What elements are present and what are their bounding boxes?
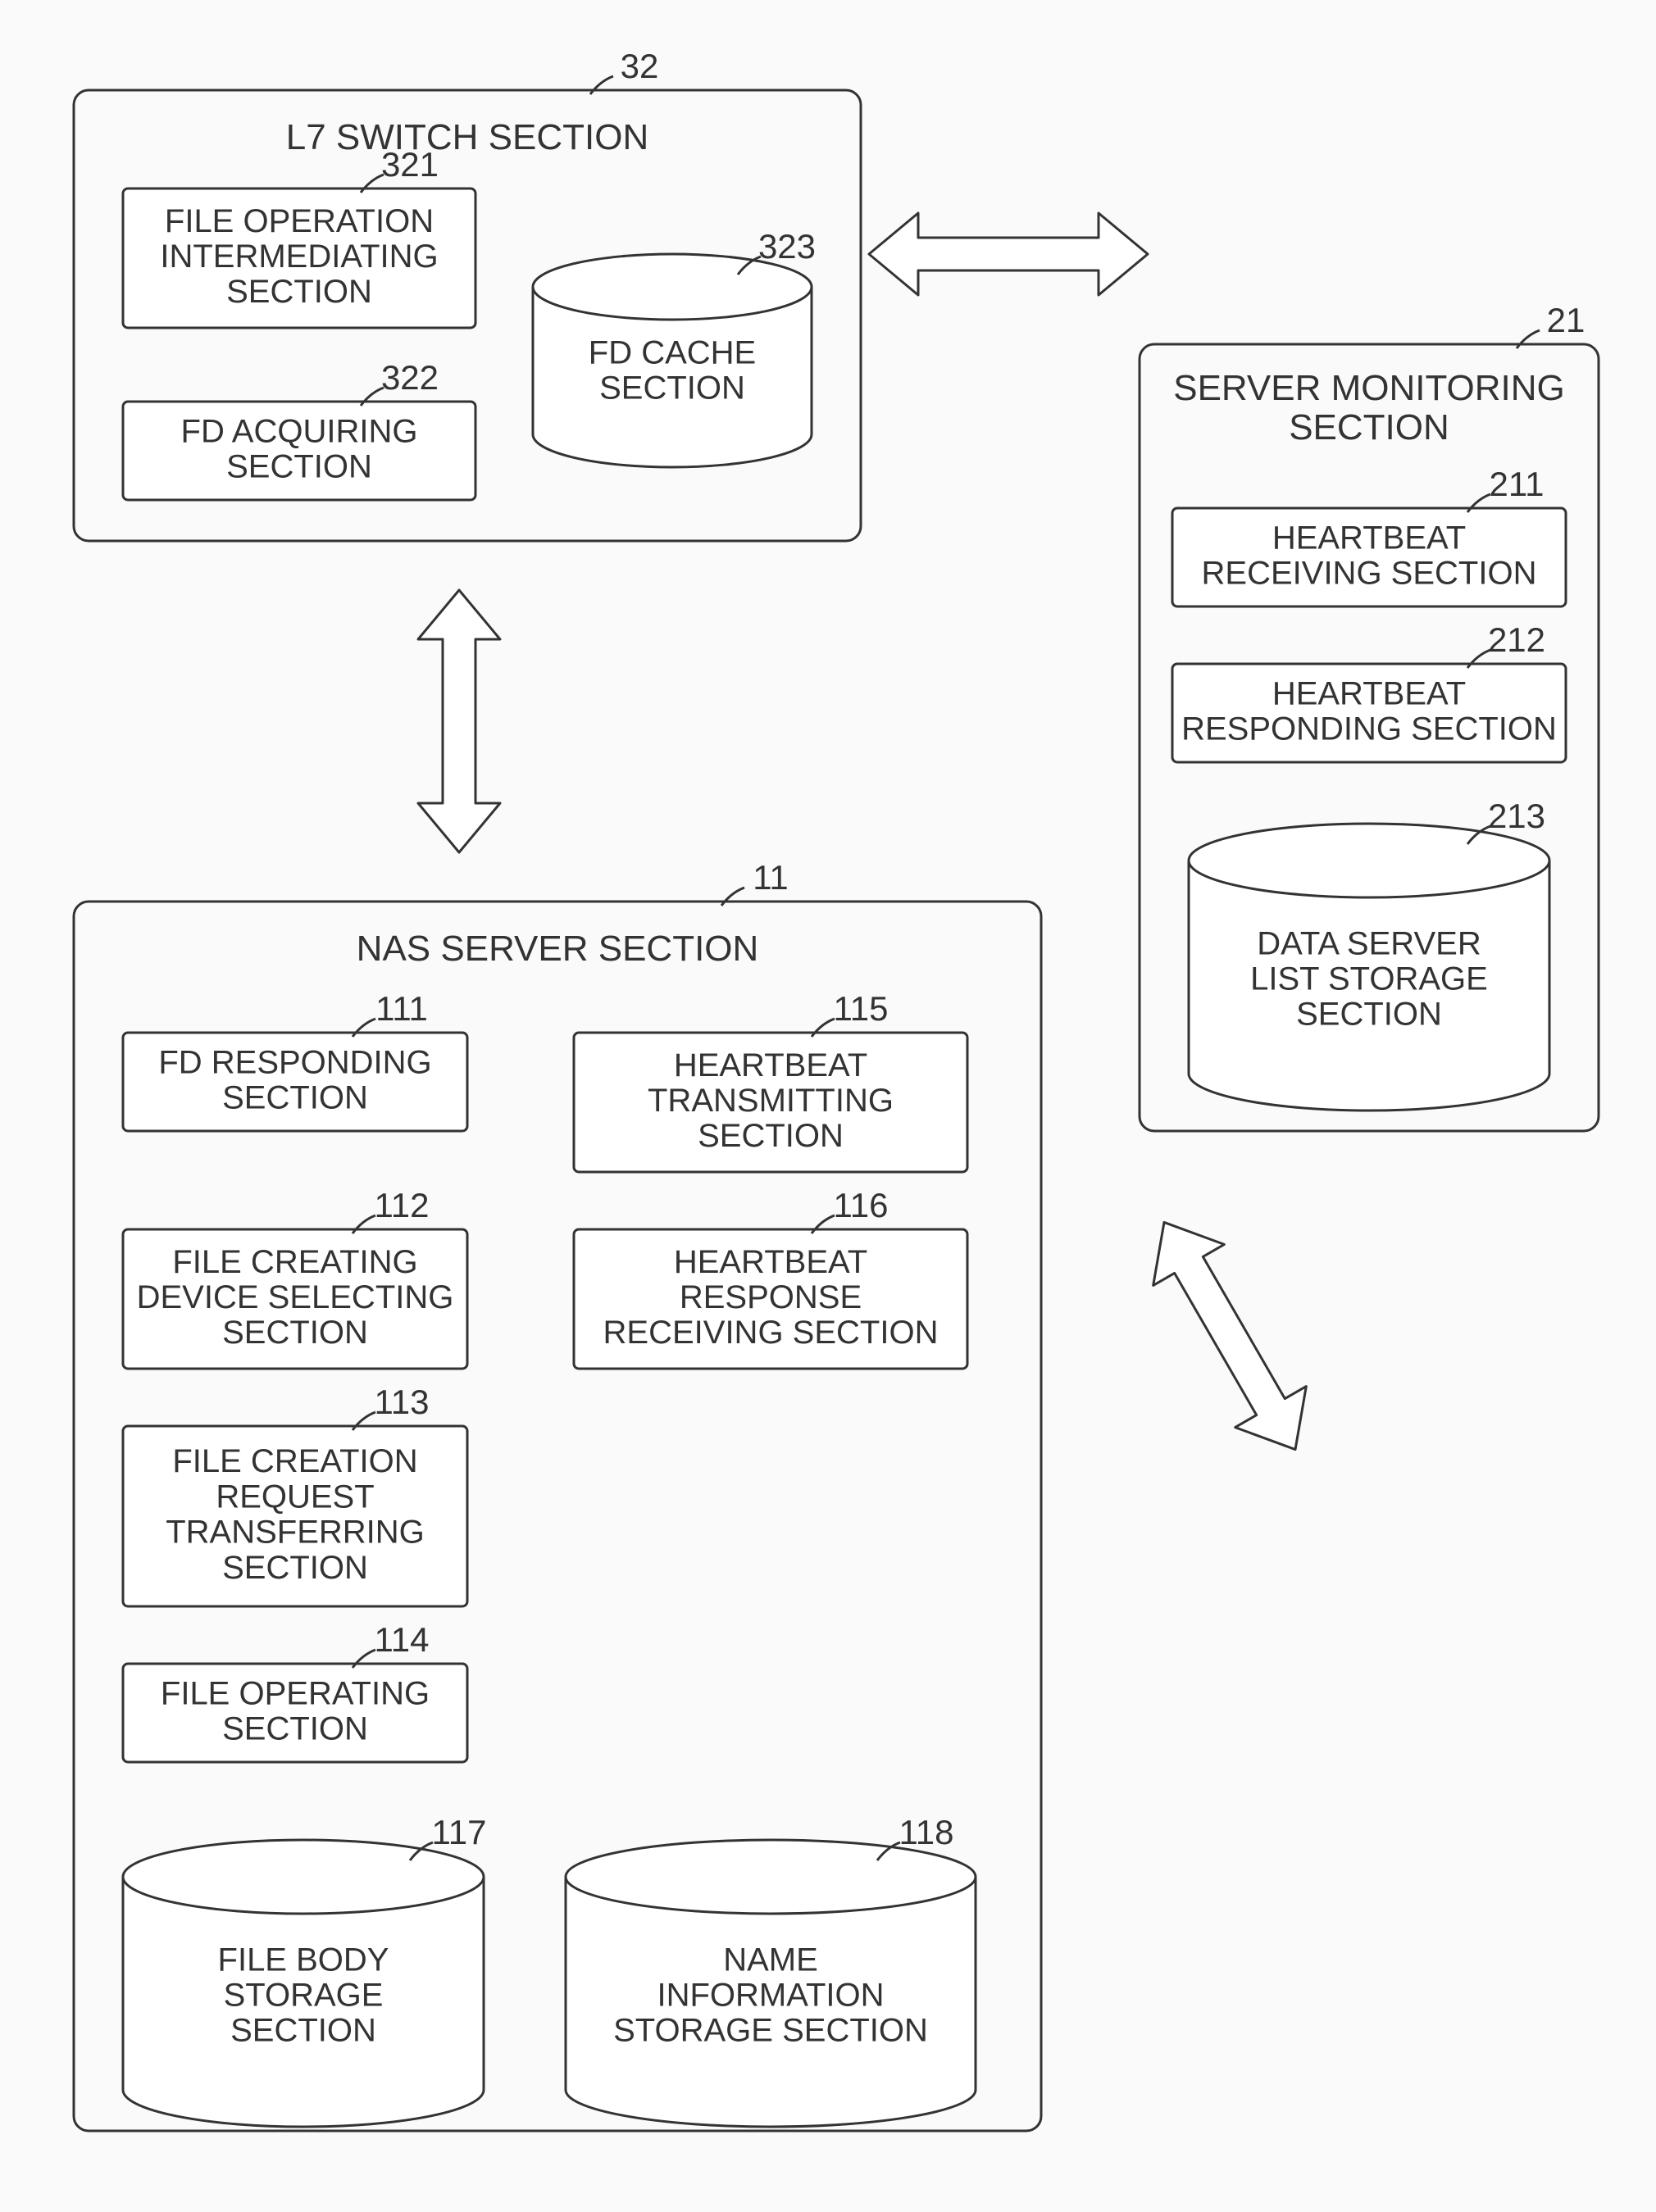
panel-nas-ref: 11: [753, 858, 789, 897]
cyl-323-ref: 323: [758, 227, 816, 266]
cyl-118-ref: 118: [899, 1813, 954, 1851]
box-116-ref: 116: [834, 1186, 889, 1224]
cyl-213-ref: 213: [1488, 797, 1545, 835]
box-321-ref: 321: [381, 145, 439, 184]
panel-nas-tick: [721, 888, 744, 906]
arrow-a3: [1129, 1201, 1331, 1469]
box-115-ref: 115: [834, 989, 889, 1028]
panel-server_mon-title: SERVER MONITORINGSECTION: [1173, 368, 1565, 447]
box-112-ref: 112: [375, 1186, 430, 1224]
cyl-117-top: [123, 1840, 484, 1914]
box-322-ref: 322: [381, 358, 439, 397]
cyl-323-label: FD CACHESECTION: [589, 334, 756, 406]
panel-server_mon-tick: [1517, 330, 1540, 348]
panel-server_mon-ref: 21: [1547, 301, 1585, 339]
panel-l7-title: L7 SWITCH SECTION: [286, 117, 649, 157]
arrow-a2: [869, 213, 1148, 295]
panel-l7-ref: 32: [621, 47, 659, 85]
box-114-ref: 114: [375, 1620, 430, 1659]
panel-nas-title: NAS SERVER SECTION: [357, 929, 759, 969]
cyl-117-ref: 117: [432, 1813, 487, 1851]
cyl-117-label: FILE BODYSTORAGESECTION: [218, 1942, 389, 2048]
box-111-ref: 111: [375, 989, 428, 1028]
arrow-a1: [418, 590, 500, 852]
box-212-ref: 212: [1488, 620, 1545, 659]
box-113-ref: 113: [375, 1383, 430, 1421]
panel-l7-tick: [590, 76, 613, 94]
box-211-ref: 211: [1490, 465, 1545, 503]
